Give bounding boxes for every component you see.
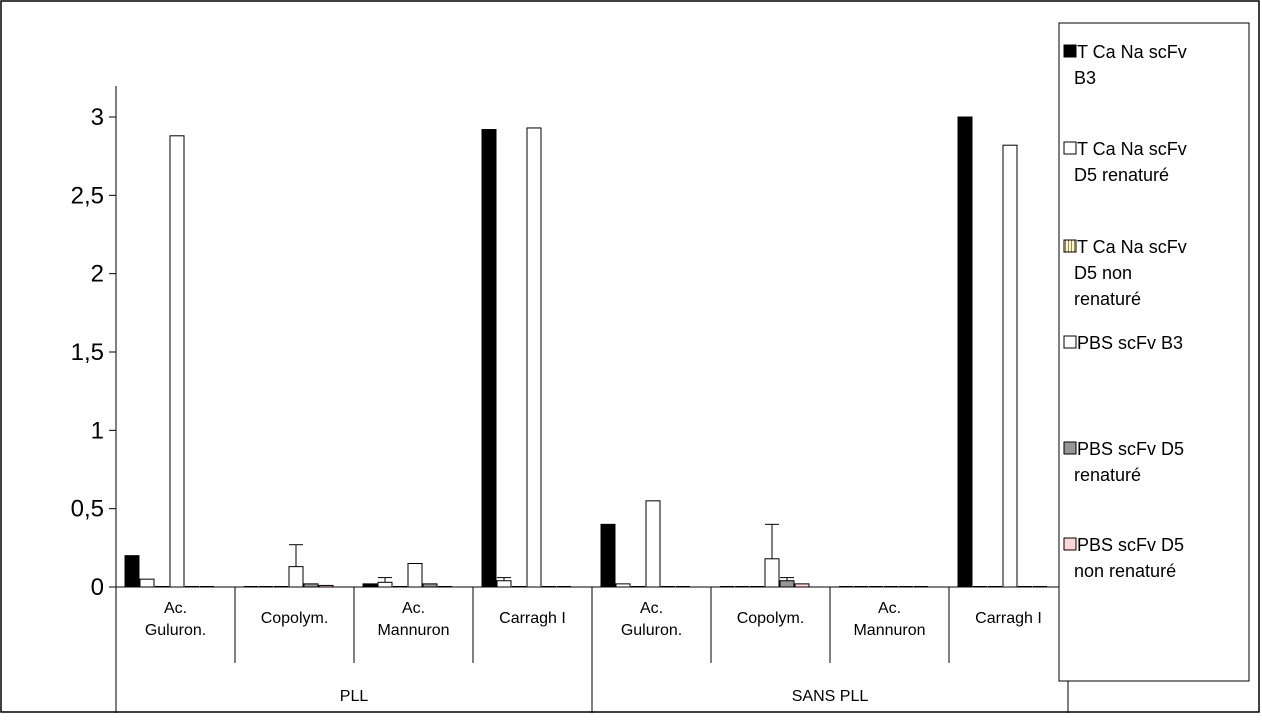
category-label: Ac. Guluron. (621, 600, 682, 639)
group-label: SANS PLL (792, 688, 869, 705)
bar (526, 127, 542, 588)
legend-label: PBS scFv B3 (1077, 333, 1183, 353)
bar (288, 566, 304, 588)
bar (957, 116, 973, 588)
bar (407, 563, 423, 588)
legend-label: PBS scFv D5 non renaturé (1074, 535, 1184, 581)
legend-box (1058, 22, 1250, 682)
bar (303, 583, 319, 588)
category-label: Ac. Mannuron (377, 600, 449, 639)
legend-swatch (1063, 441, 1077, 455)
legend-swatch (1063, 141, 1077, 155)
bar (779, 580, 795, 588)
bar (422, 583, 438, 588)
legend-swatch (1063, 44, 1077, 58)
bar (169, 135, 185, 588)
bar (124, 555, 140, 588)
bar (496, 580, 512, 588)
y-tick-label: 2,5 (71, 182, 104, 209)
category-label: Carragh I (975, 610, 1042, 627)
bar (139, 578, 155, 588)
legend-label: T Ca Na scFv D5 renaturé (1074, 139, 1187, 185)
bar (645, 500, 661, 588)
legend-label: T Ca Na scFv B3 (1074, 42, 1187, 88)
category-label: Copolym. (261, 610, 329, 627)
group-label: PLL (340, 688, 369, 705)
y-tick-label: 0,5 (71, 496, 104, 523)
bar (794, 583, 810, 588)
legend-swatch (1063, 239, 1077, 253)
legend-swatch (1063, 335, 1077, 349)
legend-label: PBS scFv D5 renaturé (1074, 439, 1184, 485)
y-tick-label: 1,5 (71, 339, 104, 366)
category-label: Ac. Mannuron (853, 600, 925, 639)
bar (481, 129, 497, 588)
category-label: Carragh I (499, 610, 566, 627)
y-tick-label: 1 (91, 417, 104, 444)
legend-swatch (1063, 537, 1077, 551)
y-tick-label: 3 (91, 104, 104, 131)
category-label: Ac. Guluron. (145, 600, 206, 639)
bar (377, 581, 393, 588)
legend-label: T Ca Na scFv D5 non renaturé (1074, 237, 1187, 309)
y-tick-label: 2 (91, 261, 104, 288)
bar (764, 558, 780, 588)
bar (615, 583, 631, 588)
y-tick-label: 0 (91, 574, 104, 601)
bar (362, 583, 378, 588)
bar (600, 523, 616, 588)
category-label: Copolym. (737, 610, 805, 627)
bar (318, 584, 334, 588)
bar (1002, 144, 1018, 588)
